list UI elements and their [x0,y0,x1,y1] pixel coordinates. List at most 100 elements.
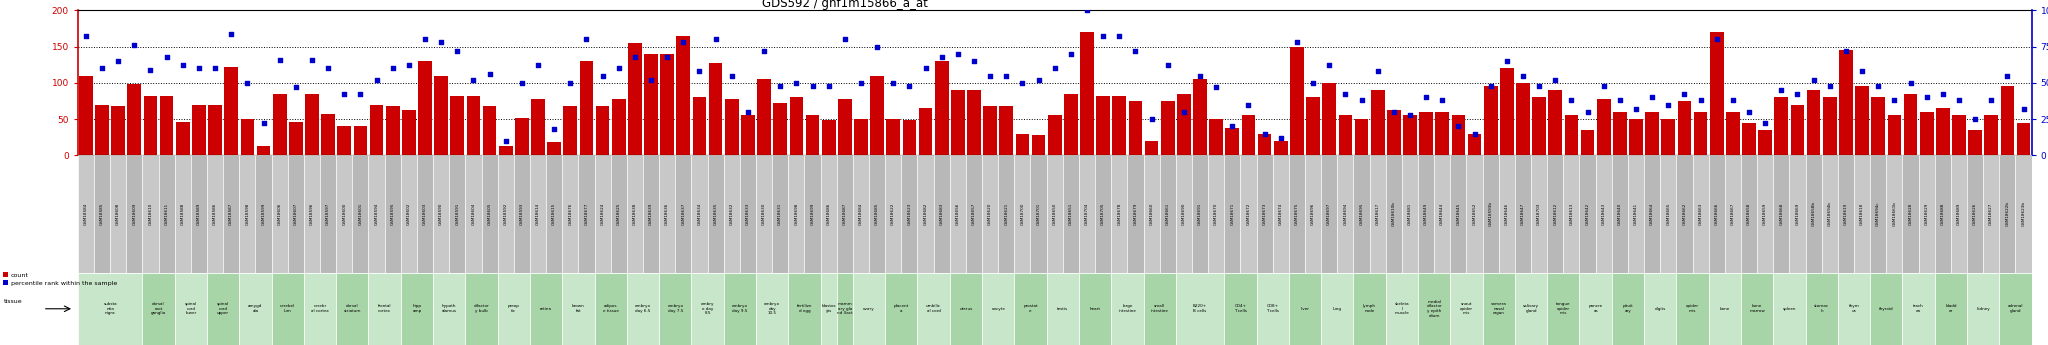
Text: tongue
epider
mis: tongue epider mis [1556,302,1571,315]
Bar [1724,155,1741,273]
Point [86,66,119,71]
Bar [1159,155,1176,273]
Text: substa
ntia
nigra: substa ntia nigra [102,302,117,315]
Text: GSM18592: GSM18592 [504,203,508,225]
Bar [465,273,498,345]
Point [1104,34,1137,39]
Bar [1112,273,1143,345]
Bar [1581,130,1595,155]
Bar [1645,112,1659,155]
Text: GSM18665: GSM18665 [1667,203,1671,225]
Bar [272,273,303,345]
Bar [758,79,770,155]
Bar [821,155,838,273]
Bar [1370,90,1384,155]
Bar [643,155,659,273]
Bar [967,155,983,273]
Text: GSM18599: GSM18599 [262,203,266,225]
Bar [498,155,514,273]
Point [1636,95,1669,100]
Bar [1774,273,1806,345]
Bar [1436,112,1450,155]
Bar [1063,155,1079,273]
Bar [1016,134,1030,155]
Text: GSM18647: GSM18647 [1522,203,1526,225]
Bar [999,106,1014,155]
Text: GSM18650: GSM18650 [1053,203,1057,225]
Text: GSM18604: GSM18604 [471,203,475,225]
Bar [692,273,723,345]
Point [748,48,780,54]
Text: GSM18610b: GSM18610b [1393,201,1397,226]
Bar [594,273,627,345]
Text: uterus: uterus [958,307,973,311]
Text: thym
us: thym us [1849,305,1860,313]
Bar [1741,155,1757,273]
Bar [887,119,901,155]
Bar [627,155,643,273]
Bar [934,61,948,155]
Bar [885,155,901,273]
Point [569,37,602,42]
Text: fertilize
d egg: fertilize d egg [797,305,813,313]
Bar [385,155,401,273]
Bar [1823,97,1837,155]
Bar [1483,273,1516,345]
Text: GSM18614: GSM18614 [537,203,541,225]
Text: GSM18681: GSM18681 [1407,203,1411,225]
Bar [303,273,336,345]
Bar [1743,122,1755,155]
Bar [627,273,659,345]
Bar [838,155,852,273]
Point [440,48,473,54]
Text: GSM18687: GSM18687 [844,203,846,225]
Text: dorsal
root
ganglia: dorsal root ganglia [152,302,166,315]
Bar [772,155,788,273]
Point [1022,77,1055,83]
Point [1233,102,1266,107]
Bar [821,273,838,345]
Text: testis: testis [1057,307,1069,311]
Text: GSM18594: GSM18594 [375,203,379,225]
Bar [1032,135,1044,155]
Point [424,39,457,45]
Point [602,66,635,71]
Text: bladd
er: bladd er [1946,305,1956,313]
Point [102,58,135,64]
Point [2007,106,2040,112]
Text: GSM18627: GSM18627 [1989,203,1993,225]
Bar [143,155,158,273]
Bar [821,120,836,155]
Point [1264,135,1296,141]
Point [1346,97,1378,103]
Text: GSM18651: GSM18651 [1069,203,1073,225]
Bar [401,155,418,273]
Bar [530,99,545,155]
Text: bone
marrow: bone marrow [1749,305,1765,313]
Text: GSM18672: GSM18672 [1247,203,1251,225]
Bar [1339,115,1352,155]
Bar [791,97,803,155]
Bar [78,273,143,345]
Text: GSM18638: GSM18638 [633,203,637,225]
Bar [1466,155,1483,273]
Point [1604,97,1636,103]
Text: digits: digits [1655,307,1665,311]
Text: GSM18607: GSM18607 [293,203,297,225]
Bar [303,155,319,273]
Bar [629,43,641,155]
Point [1475,83,1507,88]
Bar [94,155,111,273]
Bar [1307,97,1319,155]
Bar [1806,90,1821,155]
Point [926,54,958,59]
Bar [692,97,707,155]
Bar [1741,273,1774,345]
Text: GSM18591: GSM18591 [455,203,459,225]
Bar [788,273,821,345]
Bar [1905,93,1917,155]
Bar [1837,273,1870,345]
Point [553,80,586,86]
Bar [610,155,627,273]
Text: ovary: ovary [862,307,874,311]
